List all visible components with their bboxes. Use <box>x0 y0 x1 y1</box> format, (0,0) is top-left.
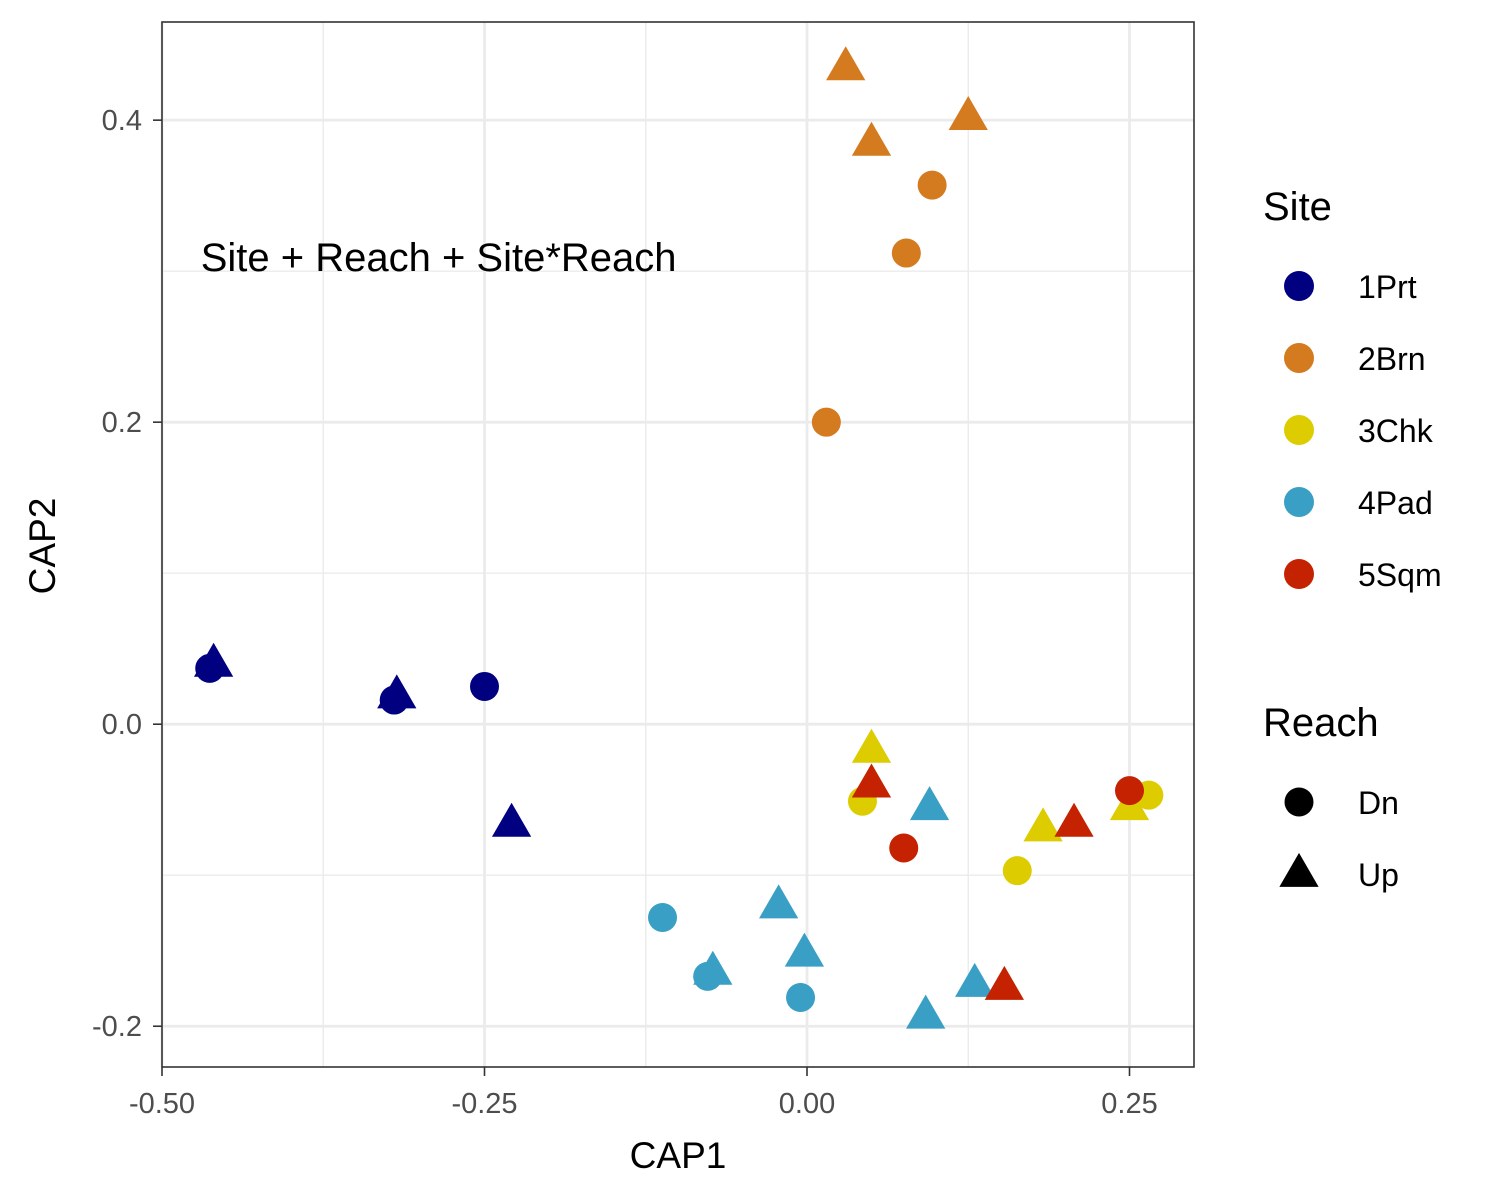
point-2brn-dn <box>811 407 841 437</box>
x-tick-label: -0.25 <box>451 1088 517 1120</box>
legend-shape-up <box>1279 852 1319 887</box>
point-4pad-dn <box>648 902 678 932</box>
x-tick-label: 0.00 <box>779 1088 835 1120</box>
point-4pad-up <box>906 994 946 1029</box>
point-2brn-up <box>826 46 866 81</box>
point-5sqm-dn <box>1115 776 1144 806</box>
legend-label-1prt: 1Prt <box>1358 269 1417 305</box>
legend-label-2brn: 2Brn <box>1358 341 1426 377</box>
point-5sqm-up <box>984 965 1025 1000</box>
point-4pad-dn <box>693 961 723 991</box>
legend-reach-entries: Dn Up <box>1279 785 1399 893</box>
legend-site-entries: 1Prt 2Brn 3Chk 4Pad 5Sqm <box>1284 269 1442 593</box>
x-tick-label: 0.25 <box>1101 1088 1157 1120</box>
legend-swatch-4pad <box>1284 487 1314 517</box>
legend-label-5sqm: 5Sqm <box>1358 557 1442 593</box>
x-axis-title: CAP1 <box>630 1135 727 1176</box>
legend-swatch-5sqm <box>1284 559 1314 589</box>
legend-label-3chk: 3Chk <box>1358 413 1434 449</box>
y-tick-label: 0.4 <box>102 105 142 137</box>
point-1prt-up <box>377 674 417 709</box>
point-4pad-up <box>758 884 799 919</box>
y-tick-label: 0.0 <box>102 709 142 741</box>
point-1prt-dn <box>470 671 499 701</box>
y-axis-title: CAP2 <box>22 498 63 595</box>
plot-panel: Site + Reach + Site*Reach <box>160 21 1195 1068</box>
legend-label-4pad: 4Pad <box>1358 485 1433 521</box>
point-1prt-up <box>193 642 234 677</box>
point-4pad-up <box>909 786 950 821</box>
point-3chk-up <box>1023 807 1063 842</box>
y-tick-label: -0.2 <box>92 1011 142 1043</box>
legend-label-dn: Dn <box>1358 785 1399 821</box>
point-2brn-up <box>948 96 988 131</box>
point-2brn-dn <box>917 170 947 200</box>
point-3chk-up <box>851 728 892 763</box>
panel-border <box>161 21 1195 1068</box>
point-4pad-up <box>784 932 825 967</box>
y-axis: -0.2 0.0 0.2 0.4 <box>92 105 162 1043</box>
legend-shape-dn <box>1284 787 1314 817</box>
point-2brn-up <box>851 121 892 156</box>
y-tick-label: 0.2 <box>102 407 142 439</box>
point-4pad-up <box>955 962 995 997</box>
point-5sqm-up <box>851 763 892 798</box>
panel-background <box>162 22 1194 1067</box>
point-5sqm-dn <box>889 833 919 863</box>
legend-reach-title: Reach <box>1263 701 1379 745</box>
x-tick-label: -0.50 <box>129 1088 195 1120</box>
legend-swatch-1prt <box>1284 271 1314 301</box>
grid-minor <box>162 22 1194 1067</box>
data-points <box>193 46 1164 1029</box>
point-2brn-dn <box>891 238 921 268</box>
legend-label-up: Up <box>1358 857 1399 893</box>
legend-swatch-2brn <box>1284 343 1314 373</box>
x-axis: -0.50 -0.25 0.00 0.25 <box>129 1067 1158 1120</box>
point-5sqm-up <box>1054 802 1094 837</box>
legend: Site 1Prt 2Brn 3Chk 4Pad 5Sqm Reach Dn Up <box>1263 185 1442 893</box>
point-3chk-dn <box>1002 856 1032 886</box>
model-annotation: Site + Reach + Site*Reach <box>201 236 677 280</box>
point-4pad-dn <box>786 983 816 1013</box>
legend-swatch-3chk <box>1284 415 1314 445</box>
legend-site-title: Site <box>1263 185 1332 229</box>
point-1prt-up <box>491 802 532 837</box>
